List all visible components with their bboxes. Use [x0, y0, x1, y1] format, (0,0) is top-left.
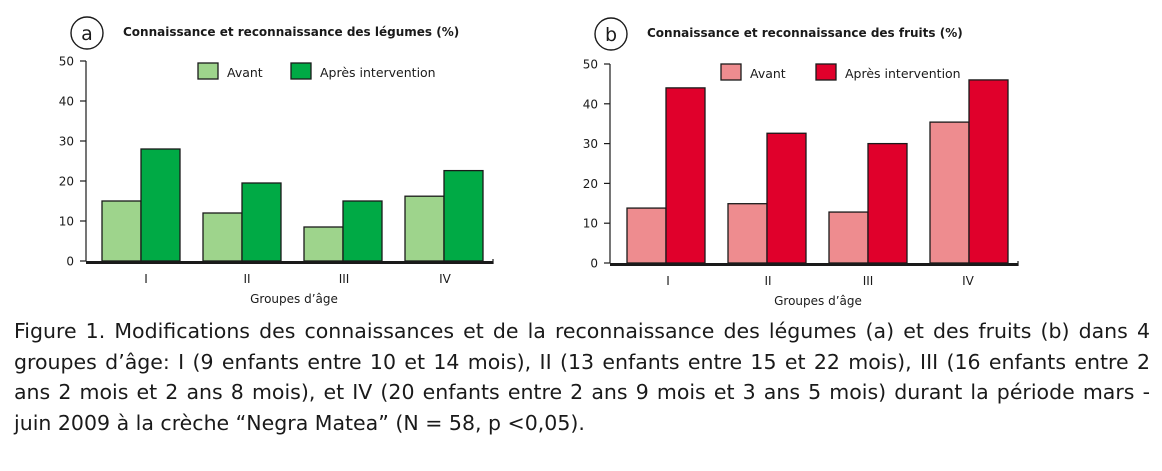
- caption-label: Figure 1.: [14, 319, 106, 343]
- panel-letter-circle: [594, 17, 628, 51]
- x-tick-label: IV: [439, 272, 452, 286]
- y-tick-label: 40: [59, 95, 74, 109]
- bar-b-after-III: [867, 142, 908, 264]
- bar-a-after-III: [342, 200, 383, 262]
- x-axis-title: Groupes d’âge: [250, 292, 338, 306]
- bar-a-before-III: [303, 226, 344, 262]
- legend-swatch-before: [720, 63, 742, 81]
- legend-label-before: Avant: [750, 66, 786, 81]
- y-tick-label: 10: [583, 217, 598, 231]
- chart-title: Connaissance et reconnaissance des légum…: [123, 25, 459, 39]
- bar-a-after-IV: [443, 169, 484, 262]
- y-tick-label: 30: [583, 137, 598, 151]
- bar-b-before-II: [727, 203, 768, 264]
- y-tick-label: 0: [590, 257, 598, 271]
- bar-a-before-IV: [404, 195, 445, 262]
- y-tick-label: 20: [59, 175, 74, 189]
- panel-letter: b: [605, 24, 617, 46]
- y-tick-label: 50: [59, 55, 74, 69]
- bar-b-before-I: [626, 207, 667, 264]
- legend-label-after: Après intervention: [320, 65, 436, 80]
- legend-swatch-after: [290, 62, 312, 80]
- bar-a-after-I: [140, 148, 181, 262]
- y-tick-label: 20: [583, 177, 598, 191]
- legend-swatch-before: [197, 62, 219, 80]
- bar-b-after-II: [766, 132, 807, 264]
- panel-letter-circle: [70, 16, 104, 50]
- x-tick-label: III: [863, 274, 874, 288]
- chart-panel-a: a Connaissance et reconnaissance des légu…: [59, 16, 494, 306]
- bar-a-before-II: [202, 212, 243, 262]
- caption-text: Modifications des connaissances et de la…: [14, 319, 1150, 435]
- x-axis-title: Groupes d’âge: [774, 294, 862, 308]
- bar-b-before-IV: [929, 121, 970, 264]
- bar-b-after-IV: [968, 79, 1009, 264]
- legend-label-before: Avant: [227, 65, 263, 80]
- legend-label-after: Après intervention: [845, 66, 961, 81]
- bar-a-before-I: [101, 200, 142, 262]
- x-tick-label: II: [243, 272, 250, 286]
- x-tick-label: III: [339, 272, 350, 286]
- figure-caption: Figure 1. Modifications des connaissance…: [14, 316, 1150, 438]
- x-tick-label: IV: [962, 274, 975, 288]
- x-tick-label: I: [144, 272, 148, 286]
- bar-a-after-II: [241, 182, 282, 262]
- panel-letter: a: [81, 23, 93, 45]
- y-tick-label: 50: [583, 58, 598, 72]
- y-tick-label: 40: [583, 97, 598, 111]
- figure-charts: a Connaissance et reconnaissance des légu…: [59, 16, 1019, 308]
- y-tick-label: 30: [59, 135, 74, 149]
- x-tick-label: II: [764, 274, 771, 288]
- bar-b-before-III: [828, 211, 869, 264]
- bar-b-after-I: [665, 87, 706, 264]
- y-tick-label: 0: [66, 255, 74, 269]
- legend-swatch-after: [815, 63, 837, 81]
- y-tick-label: 10: [59, 215, 74, 229]
- chart-panel-b: b Connaissance et reconnaissance des frui…: [583, 17, 1019, 308]
- x-tick-label: I: [666, 274, 670, 288]
- chart-title: Connaissance et reconnaissance des fruit…: [647, 26, 963, 40]
